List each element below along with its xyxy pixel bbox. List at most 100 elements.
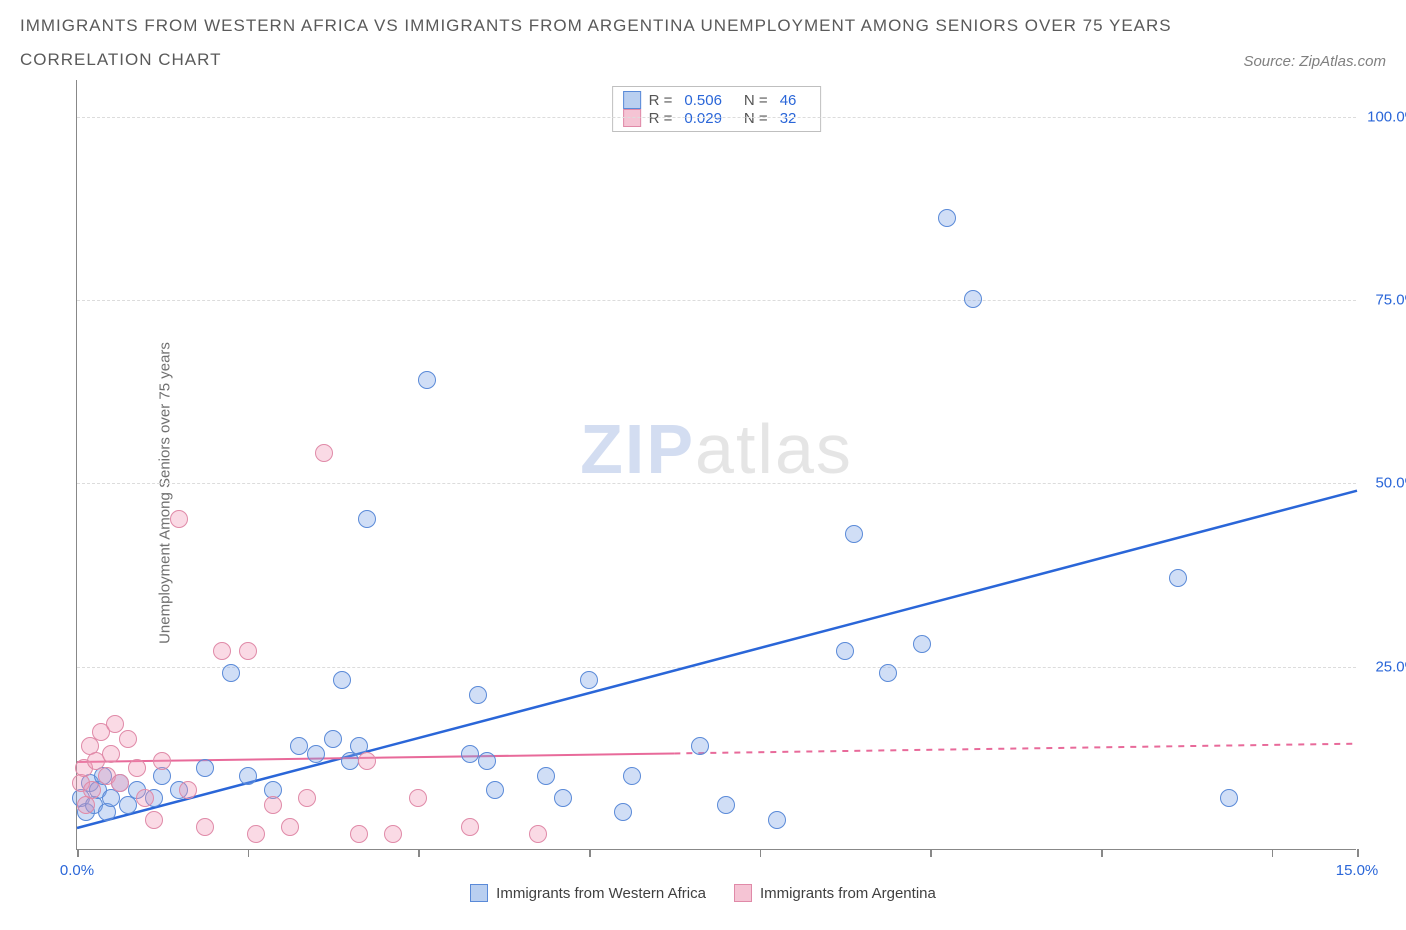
data-point	[486, 781, 504, 799]
data-point	[281, 818, 299, 836]
data-point	[1220, 789, 1238, 807]
data-point	[614, 803, 632, 821]
legend-item: Immigrants from Argentina	[734, 884, 936, 902]
data-point	[179, 781, 197, 799]
gridline	[77, 667, 1356, 668]
data-point	[768, 811, 786, 829]
x-tick	[1357, 849, 1359, 857]
x-tick	[760, 849, 762, 857]
x-tick	[77, 849, 79, 857]
data-point	[333, 671, 351, 689]
data-point	[298, 789, 316, 807]
data-point	[691, 737, 709, 755]
stat-n-key: N =	[744, 110, 768, 127]
data-point	[264, 796, 282, 814]
data-point	[580, 671, 598, 689]
x-tick	[589, 849, 591, 857]
data-point	[239, 642, 257, 660]
gridline	[77, 117, 1356, 118]
chart-container: Unemployment Among Seniors over 75 years…	[20, 80, 1386, 906]
legend-swatch	[734, 884, 752, 902]
data-point	[1169, 569, 1187, 587]
data-point	[145, 811, 163, 829]
legend-row: R = 0.029 N = 32	[623, 109, 811, 127]
data-point	[106, 715, 124, 733]
y-tick-label: 100.0%	[1367, 108, 1406, 125]
stat-n-key: N =	[744, 92, 768, 109]
data-point	[196, 818, 214, 836]
x-tick-label: 15.0%	[1336, 862, 1379, 879]
stat-n-val: 32	[780, 110, 797, 127]
data-point	[554, 789, 572, 807]
title-line-2: CORRELATION CHART	[20, 50, 1172, 70]
title-line-1: IMMIGRANTS FROM WESTERN AFRICA VS IMMIGR…	[20, 16, 1172, 36]
data-point	[964, 290, 982, 308]
data-point	[136, 789, 154, 807]
data-point	[478, 752, 496, 770]
data-point	[469, 686, 487, 704]
data-point	[529, 825, 547, 843]
correlation-legend: R = 0.506 N = 46 R = 0.029 N = 32	[612, 86, 822, 132]
data-point	[717, 796, 735, 814]
data-point	[153, 752, 171, 770]
x-tick	[1101, 849, 1103, 857]
data-point	[290, 737, 308, 755]
source-label: Source: ZipAtlas.com	[1243, 53, 1386, 70]
data-point	[307, 745, 325, 763]
trend-lines	[77, 80, 1357, 850]
data-point	[119, 730, 137, 748]
data-point	[83, 781, 101, 799]
legend-row: R = 0.506 N = 46	[623, 91, 811, 109]
gridline	[77, 300, 1356, 301]
legend-item: Immigrants from Western Africa	[470, 884, 706, 902]
watermark-zip: ZIP	[580, 410, 695, 488]
plot-area: ZIPatlas R =0.506N =46R =0.029N =32 25.0…	[76, 80, 1356, 850]
data-point	[196, 759, 214, 777]
data-point	[938, 209, 956, 227]
data-point	[623, 767, 641, 785]
data-point	[111, 774, 129, 792]
stat-r-val: 0.029	[684, 110, 722, 127]
stat-r-val: 0.506	[684, 92, 722, 109]
data-point	[913, 635, 931, 653]
watermark: ZIPatlas	[580, 409, 853, 489]
data-point	[358, 752, 376, 770]
data-point	[461, 818, 479, 836]
data-point	[222, 664, 240, 682]
watermark-rest: atlas	[695, 410, 853, 488]
data-point	[102, 745, 120, 763]
data-point	[879, 664, 897, 682]
data-point	[315, 444, 333, 462]
x-tick	[418, 849, 420, 857]
data-point	[845, 525, 863, 543]
stat-r-key: R =	[649, 92, 673, 109]
x-tick	[930, 849, 932, 857]
y-tick-label: 75.0%	[1375, 292, 1406, 309]
y-tick-label: 25.0%	[1375, 658, 1406, 675]
data-point	[247, 825, 265, 843]
data-point	[836, 642, 854, 660]
x-tick	[1272, 849, 1274, 857]
x-tick-label: 0.0%	[60, 862, 94, 879]
title-block: IMMIGRANTS FROM WESTERN AFRICA VS IMMIGR…	[20, 16, 1172, 70]
legend-label: Immigrants from Western Africa	[496, 885, 706, 902]
legend-swatch	[623, 109, 641, 127]
data-point	[537, 767, 555, 785]
stat-r-key: R =	[649, 110, 673, 127]
x-tick	[248, 849, 250, 857]
data-point	[384, 825, 402, 843]
legend-swatch	[470, 884, 488, 902]
stat-n-val: 46	[780, 92, 797, 109]
data-point	[170, 510, 188, 528]
data-point	[358, 510, 376, 528]
data-point	[461, 745, 479, 763]
data-point	[128, 759, 146, 777]
legend-label: Immigrants from Argentina	[760, 885, 936, 902]
data-point	[239, 767, 257, 785]
data-point	[418, 371, 436, 389]
chart-header: IMMIGRANTS FROM WESTERN AFRICA VS IMMIGR…	[20, 16, 1386, 70]
data-point	[324, 730, 342, 748]
series-legend: Immigrants from Western Africa Immigrants…	[20, 884, 1386, 906]
data-point	[350, 825, 368, 843]
y-tick-label: 50.0%	[1375, 475, 1406, 492]
